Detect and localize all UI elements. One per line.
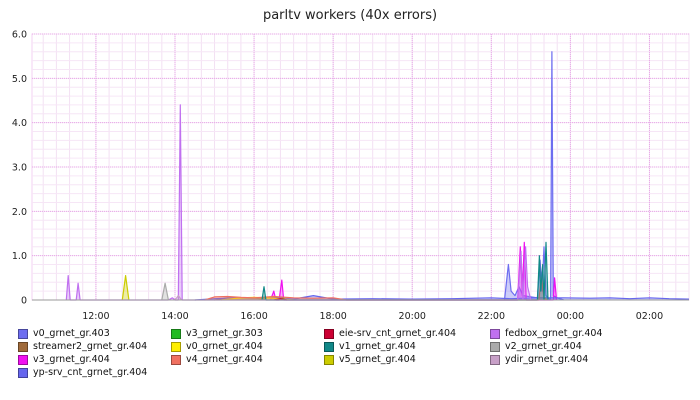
y-tick-label: 0	[21, 296, 27, 307]
legend-item: v5_grnet_gr.404	[324, 353, 416, 366]
series-area-0	[504, 51, 564, 301]
series-line-12	[174, 295, 183, 301]
legend-swatch	[490, 341, 500, 352]
legend-item: ydir_grnet_gr.404	[490, 353, 588, 366]
series-area-9	[122, 275, 129, 300]
legend-label: fedbox_grnet_gr.404	[505, 328, 603, 339]
legend-label: yp-srv_cnt_grnet_gr.404	[33, 367, 148, 378]
legend-swatch	[324, 341, 334, 352]
legend-item: eie-srv_cnt_grnet_gr.404	[324, 327, 456, 340]
legend-item: v2_grnet_gr.404	[490, 340, 582, 353]
legend-label: ydir_grnet_gr.404	[505, 354, 589, 365]
legend-item: v1_grnet_gr.404	[324, 340, 416, 353]
legend-label: eie-srv_cnt_grnet_gr.404	[339, 328, 457, 339]
legend-swatch	[18, 367, 28, 378]
legend-item: yp-srv_cnt_grnet_gr.404	[18, 366, 147, 379]
legend-item: v3_grnet_gr.303	[171, 327, 263, 340]
x-tick-label: 12:00	[82, 311, 109, 322]
x-tick-label: 20:00	[399, 311, 426, 322]
series-area-11	[161, 283, 169, 300]
y-tick-label: 6.0	[12, 30, 27, 41]
legend-label: v3_grnet_gr.303	[186, 328, 263, 339]
legend-swatch	[324, 354, 334, 365]
legend-swatch	[18, 341, 28, 352]
y-tick-label: 3.0	[12, 163, 27, 174]
x-tick-label: 18:00	[319, 311, 346, 322]
x-tick-label: 02:00	[636, 311, 663, 322]
legend-label: streamer2_grnet_gr.404	[33, 341, 148, 352]
legend-swatch	[18, 328, 28, 339]
legend-swatch	[324, 328, 334, 339]
legend-label: v5_grnet_gr.404	[339, 354, 416, 365]
series-line-8	[261, 241, 549, 301]
legend-item: streamer2_grnet_gr.404	[18, 340, 147, 353]
series-line-11	[161, 282, 169, 301]
series-area-12	[175, 295, 182, 300]
legend-swatch	[171, 328, 181, 339]
legend-swatch	[171, 341, 181, 352]
series-line-9	[121, 275, 130, 301]
x-tick-label: 16:00	[240, 311, 267, 322]
legend-label: v0_grnet_gr.403	[33, 328, 110, 339]
x-tick-label: 14:00	[161, 311, 188, 322]
legend-item: v4_grnet_gr.404	[171, 353, 263, 366]
y-tick-label: 5.0	[12, 74, 27, 85]
legend-item: v0_grnet_gr.403	[18, 327, 110, 340]
legend-swatch	[18, 354, 28, 365]
legend-label: v3_grnet_gr.404	[33, 354, 110, 365]
legend-swatch	[490, 354, 500, 365]
y-tick-label: 4.0	[12, 118, 27, 129]
legend-item: v0_grnet_gr.404	[171, 340, 263, 353]
legend-label: v1_grnet_gr.404	[339, 341, 416, 352]
legend-item: v3_grnet_gr.404	[18, 353, 110, 366]
legend-label: v4_grnet_gr.404	[186, 354, 263, 365]
legend-swatch	[490, 328, 500, 339]
x-tick-label: 00:00	[557, 311, 584, 322]
legend-label: v2_grnet_gr.404	[505, 341, 582, 352]
y-tick-label: 2.0	[12, 207, 27, 218]
chart-title: parltv workers (40x errors)	[262, 8, 438, 23]
legend-label: v0_grnet_gr.404	[186, 341, 263, 352]
series-line-0	[503, 51, 564, 301]
legend-swatch	[171, 354, 181, 365]
y-tick-label: 1.0	[12, 251, 27, 262]
x-tick-label: 22:00	[478, 311, 505, 322]
legend-item: fedbox_grnet_gr.404	[490, 327, 602, 340]
